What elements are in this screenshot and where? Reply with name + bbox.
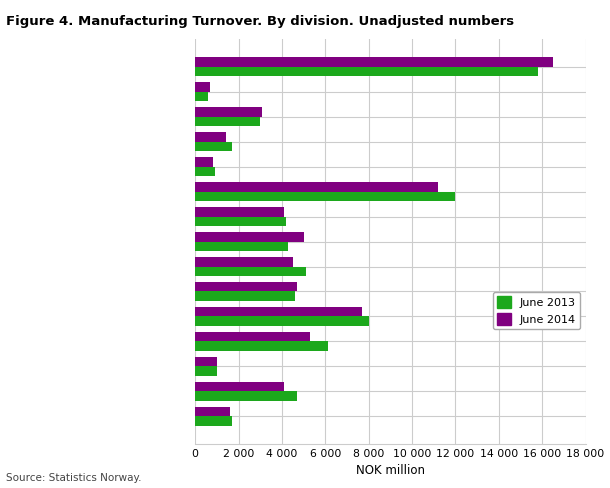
Text: Figure 4. Manufacturing Turnover. By division. Unadjusted numbers: Figure 4. Manufacturing Turnover. By div… [6, 15, 514, 28]
Bar [195, 82, 210, 92]
Bar [195, 341, 328, 351]
Bar [195, 266, 306, 276]
Bar [195, 167, 215, 176]
Bar [195, 332, 310, 341]
X-axis label: NOK million: NOK million [356, 465, 425, 477]
Bar [195, 107, 262, 117]
Bar [195, 357, 217, 366]
Bar [195, 207, 284, 217]
Bar [195, 391, 297, 401]
Bar [195, 416, 232, 426]
Bar [195, 182, 438, 192]
Bar [195, 407, 230, 416]
Bar [195, 307, 362, 316]
Bar [195, 142, 232, 151]
Bar [195, 291, 295, 301]
Bar [195, 117, 260, 126]
Bar [195, 67, 538, 77]
Bar [195, 192, 456, 201]
Bar [195, 257, 293, 266]
Text: Source: Statistics Norway.: Source: Statistics Norway. [6, 473, 142, 483]
Bar [195, 282, 297, 291]
Bar [195, 382, 284, 391]
Bar [195, 217, 286, 226]
Bar [195, 58, 553, 67]
Bar [195, 242, 289, 251]
Bar [195, 366, 217, 376]
Bar [195, 157, 212, 167]
Bar [195, 232, 304, 242]
Bar [195, 316, 368, 326]
Bar [195, 92, 208, 102]
Legend: June 2013, June 2014: June 2013, June 2014 [493, 292, 580, 329]
Bar [195, 132, 226, 142]
